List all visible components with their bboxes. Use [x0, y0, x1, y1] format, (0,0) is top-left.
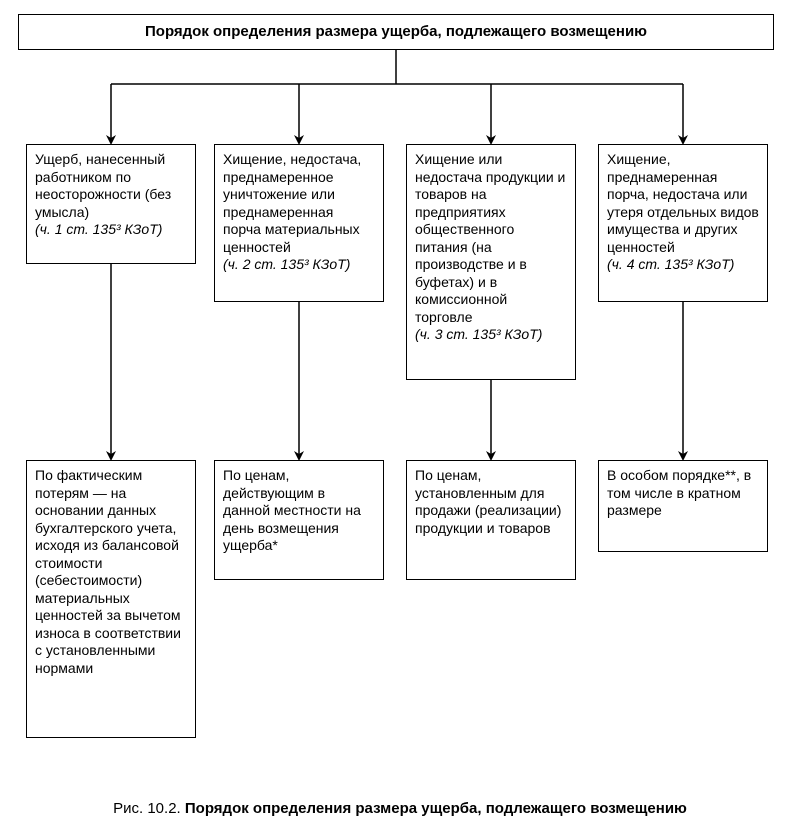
col3-top-text: Хищение или недостача продукции и товаро…: [415, 151, 565, 325]
col1-bottom-text: По фактическим потерям — на основании да…: [35, 467, 181, 676]
col3-bottom-text: По ценам, установленным для продажи (реа…: [415, 467, 561, 536]
col2-top-box: Хищение, недостача, преднамеренное уничт…: [214, 144, 384, 302]
col1-top-ref: (ч. 1 ст. 135³ КЗоТ): [35, 221, 162, 237]
col4-bottom-box: В особом порядке**, в том числе в кратно…: [598, 460, 768, 552]
title-box: Порядок определения размера ущерба, подл…: [18, 14, 774, 50]
col2-bottom-text: По ценам, действующим в данной местности…: [223, 467, 361, 553]
caption-label: Рис. 10.2.: [113, 800, 181, 817]
col4-top-box: Хищение, преднамеренная порча, недостача…: [598, 144, 768, 302]
figure-caption: Рис. 10.2. Порядок определения размера у…: [0, 800, 800, 817]
col2-top-text: Хищение, недостача, преднамеренное уничт…: [223, 151, 361, 255]
col3-top-box: Хищение или недостача продукции и товаро…: [406, 144, 576, 380]
col1-top-text: Ущерб, нанесенный работником по неосторо…: [35, 151, 171, 220]
col2-bottom-box: По ценам, действующим в данной местности…: [214, 460, 384, 580]
col2-top-ref: (ч. 2 ст. 135³ КЗоТ): [223, 256, 350, 272]
col1-top-box: Ущерб, нанесенный работником по неосторо…: [26, 144, 196, 264]
col1-bottom-box: По фактическим потерям — на основании да…: [26, 460, 196, 738]
col3-bottom-box: По ценам, установленным для продажи (реа…: [406, 460, 576, 580]
diagram-root: Порядок определения размера ущерба, подл…: [0, 0, 800, 833]
col4-top-ref: (ч. 4 ст. 135³ КЗоТ): [607, 256, 734, 272]
col4-bottom-text: В особом порядке**, в том числе в кратно…: [607, 467, 751, 518]
caption-text: Порядок определения размера ущерба, подл…: [185, 800, 687, 817]
col4-top-text: Хищение, преднамеренная порча, недостача…: [607, 151, 759, 255]
col3-top-ref: (ч. 3 ст. 135³ КЗоТ): [415, 326, 542, 342]
